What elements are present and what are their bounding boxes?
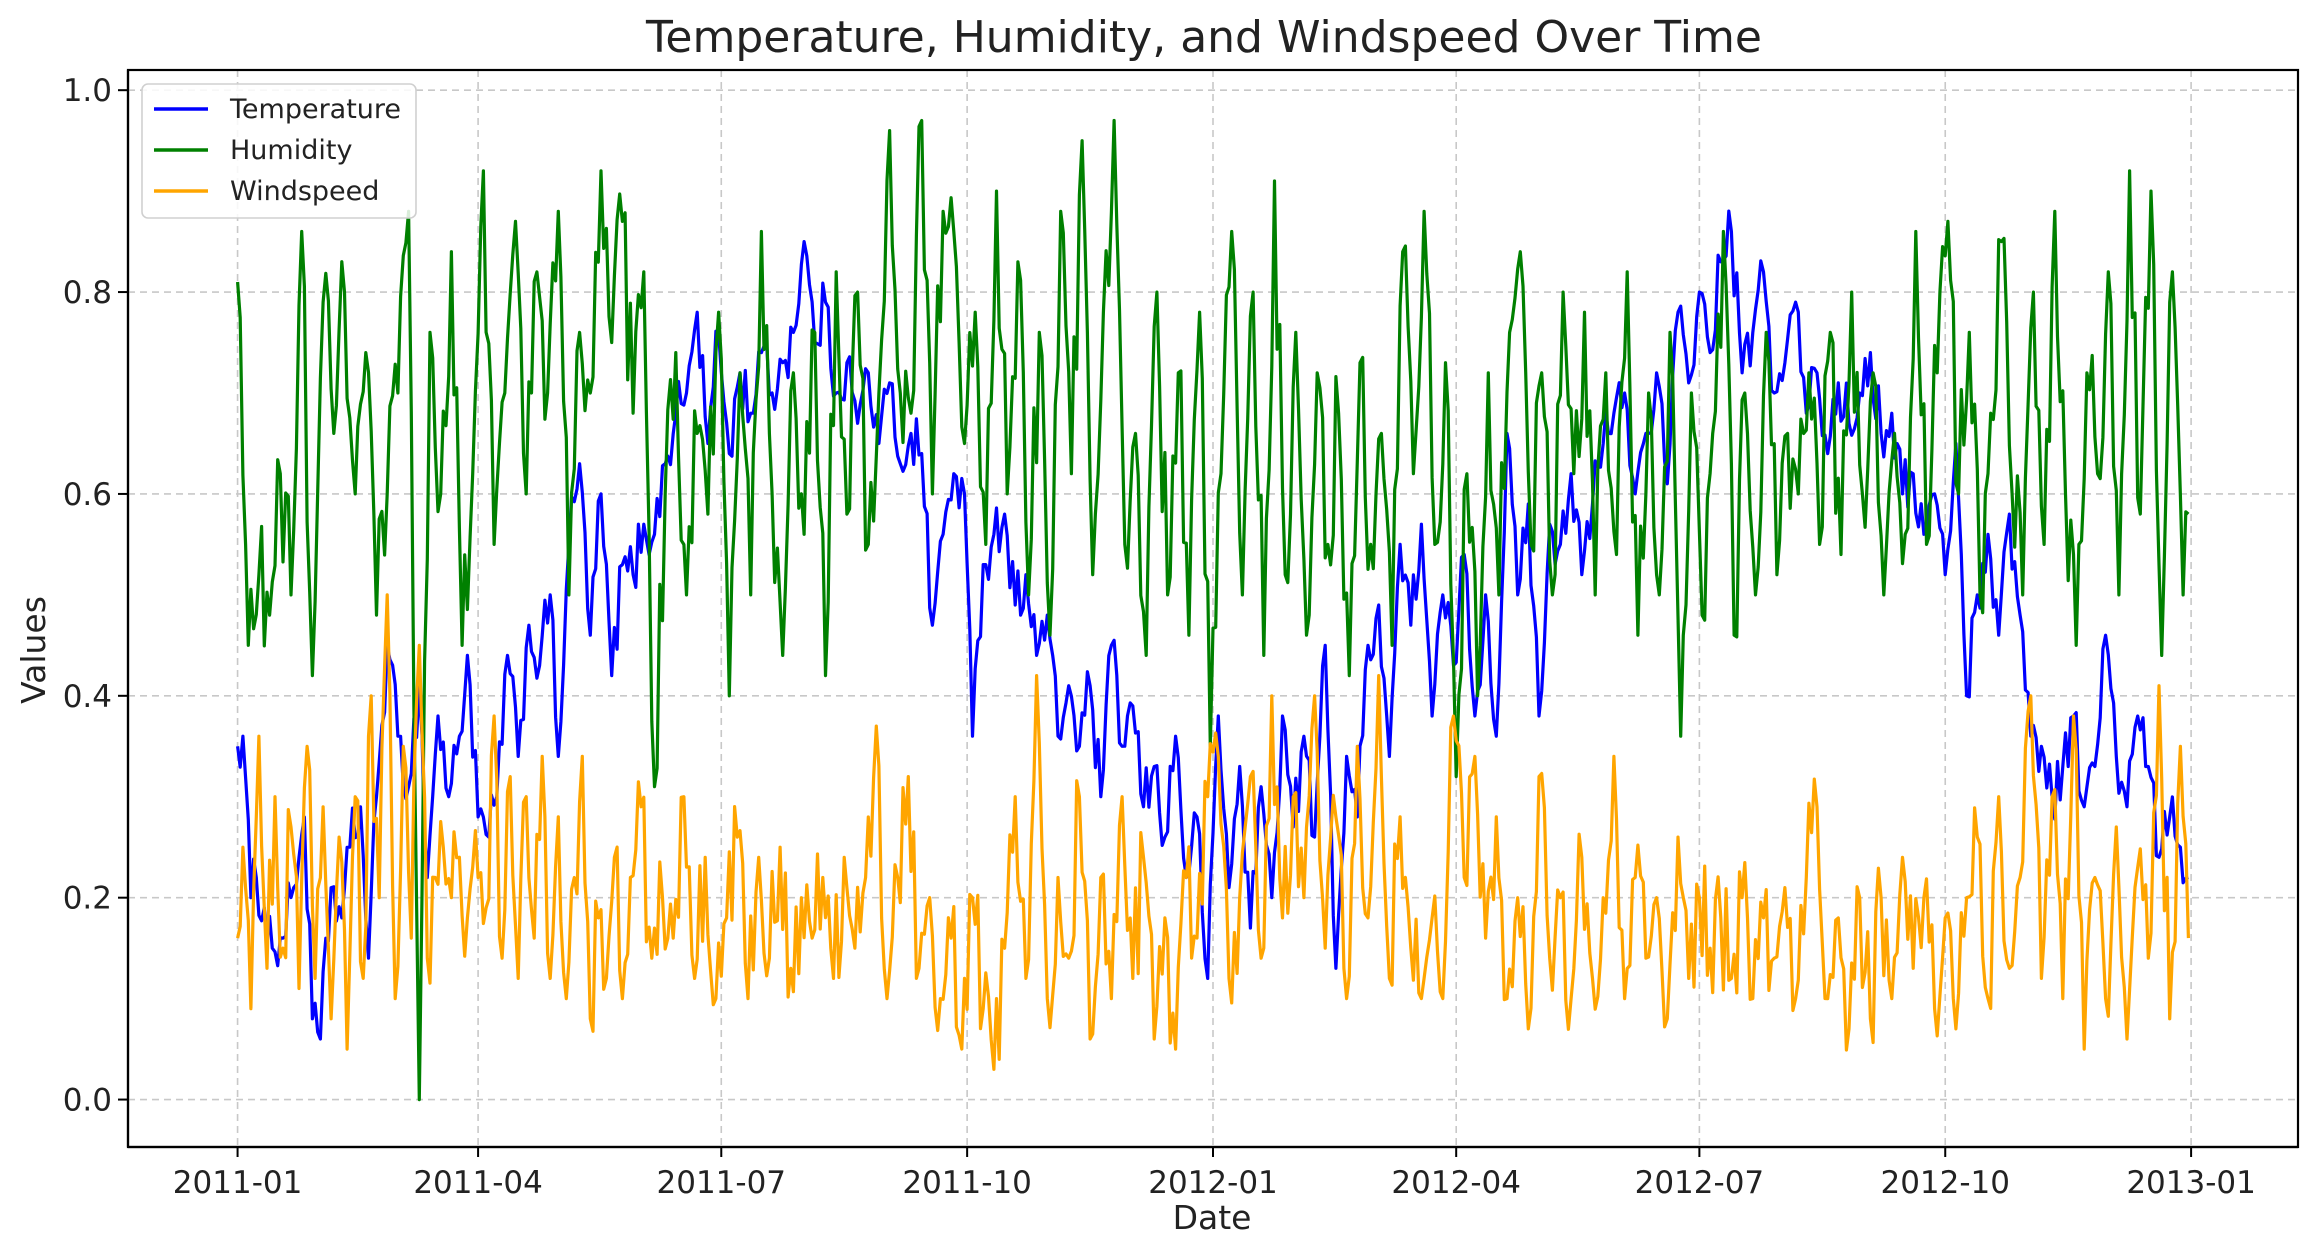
y-tick-label: 0.2	[63, 881, 112, 917]
series-line-humidity	[236, 118, 2190, 1102]
x-axis-label: Date	[1173, 1198, 1252, 1237]
y-tick-label: 0.0	[63, 1083, 112, 1119]
y-axis-ticks: 0.0 0.2 0.4 0.6 0.8 1.0	[63, 73, 128, 1119]
grid	[126, 70, 2298, 1149]
legend-label: Humidity	[230, 135, 352, 166]
legend-label: Windspeed	[230, 176, 379, 207]
x-tick-label: 2012-10	[1880, 1165, 2010, 1201]
series-line-windspeed	[236, 593, 2190, 1071]
x-tick-label: 2012-07	[1635, 1165, 1765, 1201]
x-axis-ticks: 2011-01 2011-04 2011-07 2011-10 2012-01 2012-…	[173, 1147, 2256, 1201]
legend: Temperature Humidity Windspeed	[141, 83, 417, 219]
legend-label: Temperature	[229, 94, 401, 125]
x-tick-label: 2012-01	[1148, 1165, 1278, 1201]
chart-title: Temperature, Humidity, and Windspeed Ove…	[645, 12, 1762, 63]
series-lines	[236, 118, 2190, 1102]
x-tick-label: 2011-01	[173, 1165, 303, 1201]
x-tick-label: 2013-01	[2126, 1165, 2256, 1201]
y-axis-label: Values	[14, 596, 53, 704]
legend-box	[141, 83, 417, 219]
series-line-temperature	[236, 209, 2189, 1041]
x-tick-label: 2011-10	[902, 1165, 1032, 1201]
y-tick-label: 0.4	[63, 679, 112, 715]
x-tick-label: 2011-04	[413, 1165, 543, 1201]
y-tick-label: 1.0	[63, 73, 112, 109]
x-tick-label: 2011-07	[657, 1165, 787, 1201]
y-tick-label: 0.6	[63, 477, 112, 513]
x-tick-label: 2012-04	[1391, 1165, 1521, 1201]
y-tick-label: 0.8	[63, 275, 112, 311]
